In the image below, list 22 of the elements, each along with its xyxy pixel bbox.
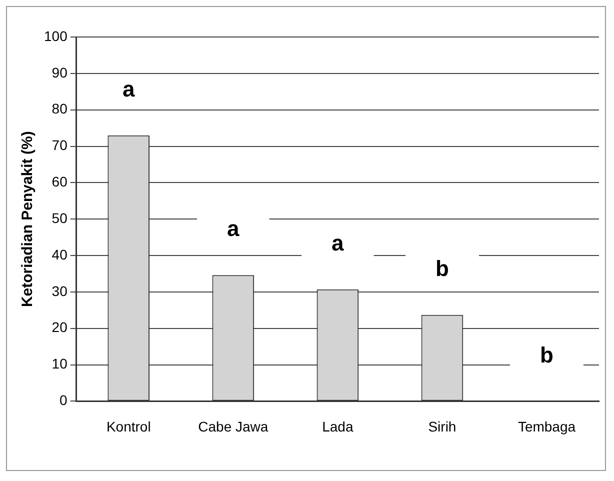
y-tick-label: 100: [44, 28, 68, 44]
y-tick-label: 0: [60, 392, 68, 408]
annotation: b: [540, 342, 554, 368]
y-tick-label: 10: [52, 356, 68, 372]
x-tick-label: Cabe Jawa: [198, 418, 268, 434]
y-tick-label: 80: [52, 100, 68, 117]
y-tick-label: 60: [52, 174, 68, 190]
x-tick-label: Lada: [322, 418, 354, 434]
y-tick-label: 40: [52, 246, 68, 262]
y-tick-label: 20: [52, 319, 68, 336]
y-tick-label: 30: [52, 282, 68, 299]
x-tick-label: Tembaga: [518, 418, 576, 434]
y-tick-label: 50: [52, 210, 68, 226]
annotation: a: [122, 76, 136, 102]
y-tick-label: 70: [52, 137, 68, 154]
annotation: a: [227, 216, 240, 242]
annotation: b: [435, 256, 449, 281]
y-axis-title: Ketoriadian Penyakit (%): [19, 131, 36, 308]
x-tick-label: Kontrol: [106, 418, 151, 434]
y-tick-label: 90: [52, 64, 68, 80]
x-tick-label: Sirih: [428, 418, 456, 434]
annotation: a: [332, 230, 345, 256]
